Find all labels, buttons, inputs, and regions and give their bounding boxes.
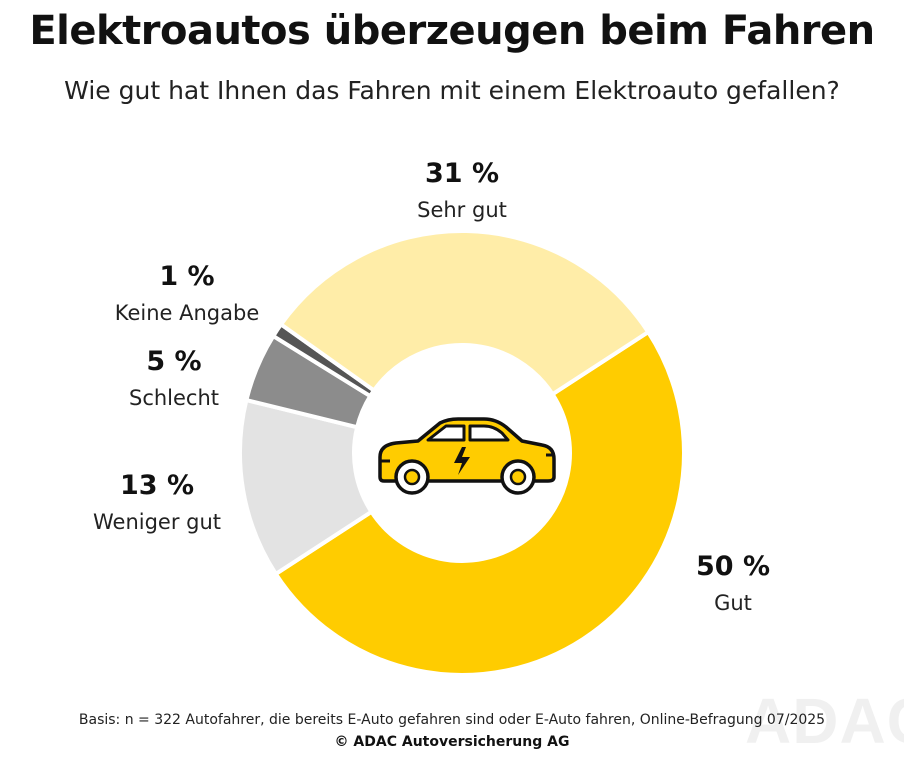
data-label-sehr-gut-category: Sehr gut [417,198,507,222]
lightning-bolt-icon [454,447,470,475]
data-label-schlecht-value: 5 % [146,346,201,377]
watermark: ADAC [745,685,904,757]
data-label-keine-angabe-value: 1 % [159,261,214,292]
copyright-credit: © ADAC Autoversicherung AG [334,734,570,750]
slice-gut [273,330,686,677]
electric-car-icon [378,417,556,495]
chart-subtitle: Wie gut hat Ihnen das Fahren mit einem E… [64,76,840,105]
data-label-sehr-gut-value: 31 % [425,158,499,189]
slice-labels: 50 % Gut 13 % Weniger gut 5 % Schlecht 1 % Kein… [93,158,770,615]
donut-slices [238,229,686,677]
data-label-weniger-gut-value: 13 % [120,470,194,501]
footnote: Basis: n = 322 Autofahrer, die bereits E… [78,712,826,728]
data-label-schlecht-category: Schlecht [129,386,219,410]
slice-sehr-gut [279,229,651,397]
data-label-gut-value: 50 % [696,551,770,582]
data-label-weniger-gut-category: Weniger gut [93,510,221,534]
chart-title: Elektroautos überzeugen beim Fahren [29,8,875,54]
data-label-gut-category: Gut [714,591,752,615]
data-label-keine-angabe-category: Keine Angabe [115,301,260,325]
